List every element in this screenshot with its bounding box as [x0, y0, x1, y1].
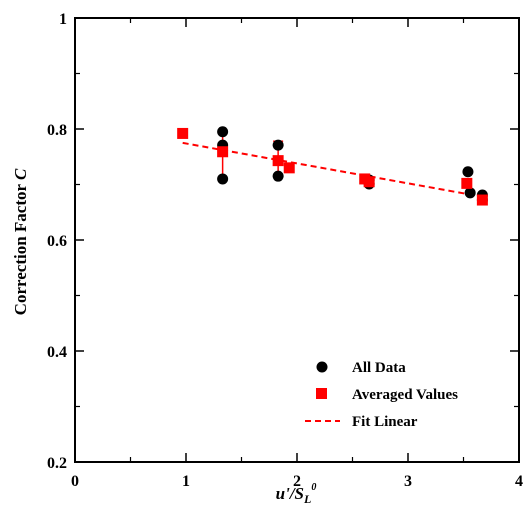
x-tick-label: 2 [293, 473, 301, 490]
data-point-all-data [464, 187, 476, 199]
y-tick-label: 0.2 [47, 455, 67, 472]
legend: All Data Averaged Values Fit Linear [305, 360, 458, 430]
plot-area [177, 126, 488, 206]
data-point-averaged [283, 162, 295, 174]
data-point-averaged [461, 177, 473, 189]
legend-marker-all-data [316, 361, 328, 373]
y-tick-label: 1 [59, 11, 67, 28]
data-point-averaged [363, 176, 375, 188]
data-point-all-data [462, 166, 474, 178]
x-tick-label: 4 [515, 473, 523, 490]
x-axis-label: u'/SL0 [276, 482, 317, 506]
data-point-all-data [217, 173, 229, 185]
legend-label-all-data: All Data [352, 360, 406, 376]
data-point-averaged [177, 127, 189, 139]
legend-marker-averaged [316, 388, 327, 399]
axes: 0 1 2 3 4 0.2 0.4 0.6 0.8 1 [47, 11, 523, 490]
x-tick-label: 1 [182, 473, 190, 490]
y-tick-label: 0.6 [47, 233, 67, 250]
x-tick-label: 3 [404, 473, 412, 490]
data-point-all-data [272, 170, 284, 182]
data-point-averaged [476, 194, 488, 206]
data-point-all-data [217, 126, 229, 138]
data-point-averaged [217, 146, 229, 158]
y-axis-label: Correction Factor C [11, 168, 30, 315]
data-point-all-data [272, 139, 284, 151]
legend-label-averaged: Averaged Values [352, 387, 458, 403]
legend-label-fit: Fit Linear [352, 414, 418, 430]
data-point-averaged [272, 155, 284, 167]
y-tick-label: 0.4 [47, 344, 67, 361]
fit-linear-line [182, 141, 483, 198]
y-tick-label: 0.8 [47, 122, 67, 139]
x-tick-label: 0 [71, 473, 79, 490]
